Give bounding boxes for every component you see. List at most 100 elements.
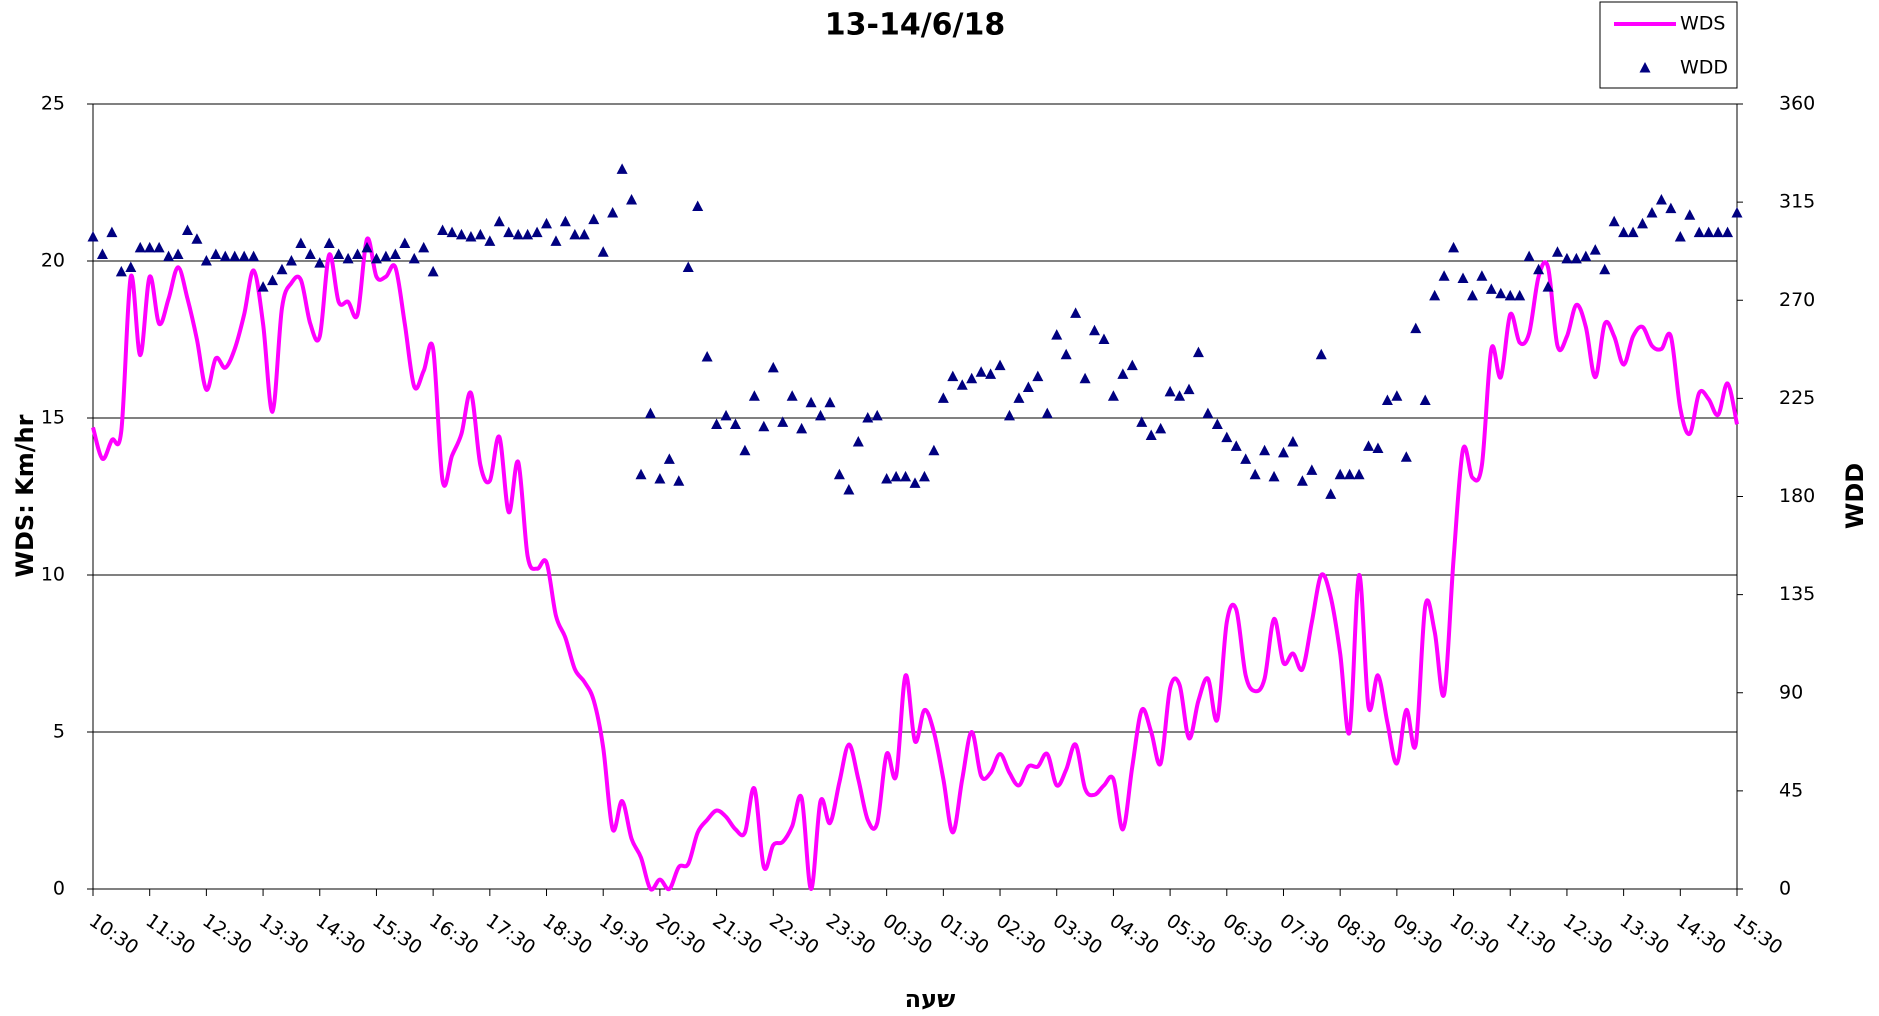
wdd-marker [1419, 394, 1431, 406]
wdd-marker [947, 370, 959, 382]
wdd-marker [1438, 270, 1450, 281]
wdd-marker [115, 265, 127, 277]
wdd-marker [408, 252, 420, 264]
x-tick-label: 06:30 [1219, 910, 1276, 959]
wdd-marker [380, 250, 392, 262]
wdd-marker [512, 228, 524, 240]
wdd-marker [767, 361, 779, 373]
wdd-marker [1523, 250, 1535, 262]
wdd-marker [1145, 429, 1157, 440]
wdd-marker [503, 226, 515, 238]
y-tick-label: 5 [53, 721, 65, 743]
wdd-marker [541, 217, 553, 229]
wdd-marker [843, 483, 855, 495]
wdd-marker [796, 422, 808, 434]
wdd-marker [1221, 431, 1233, 443]
wdd-marker [437, 224, 449, 235]
wdd-marker [1287, 435, 1299, 447]
wdd-marker [1391, 390, 1403, 401]
wdd-marker [1570, 252, 1582, 264]
wdd-marker [361, 241, 373, 253]
wdd-marker [550, 235, 562, 246]
wdd-marker [1211, 418, 1223, 430]
y2-tick-label: 90 [1779, 681, 1803, 703]
x-tick-label: 16:30 [425, 910, 482, 959]
wdd-marker [304, 248, 316, 259]
y-tick-label: 25 [41, 93, 65, 115]
wdd-marker [1344, 468, 1356, 480]
wdd-marker [559, 215, 571, 227]
wdd-marker [1599, 263, 1611, 275]
legend-swatch [1639, 62, 1651, 73]
wdd-marker [248, 250, 260, 262]
x-tick-label: 18:30 [538, 910, 595, 959]
wdd-marker [1533, 263, 1545, 275]
x-tick-label: 07:30 [1275, 910, 1332, 959]
x-tick-label: 09:30 [1389, 910, 1446, 959]
wdd-marker [909, 477, 921, 488]
wdd-marker [163, 250, 175, 262]
wdd-marker [900, 470, 912, 482]
wdd-marker [673, 475, 685, 486]
wdd-marker [966, 372, 978, 384]
wdd-marker [852, 435, 864, 447]
y2-tick-label: 45 [1779, 779, 1803, 801]
x-tick-label: 14:30 [312, 910, 369, 959]
wdd-marker [1665, 202, 1677, 214]
wdd-marker [777, 416, 789, 427]
wdd-marker [1684, 209, 1696, 220]
wdd-marker [928, 444, 940, 456]
wdd-marker [626, 193, 638, 205]
wdd-marker [1637, 217, 1649, 229]
wdd-marker [370, 252, 382, 264]
wdd-marker [1485, 283, 1497, 294]
wdd-marker [1655, 193, 1667, 205]
wdd-marker [285, 255, 297, 266]
wdd-marker [200, 255, 212, 266]
wdd-marker [654, 473, 666, 484]
wdd-marker [1476, 270, 1488, 281]
wdd-marker [229, 250, 241, 262]
wdd-marker [758, 420, 770, 432]
wdd-marker [890, 470, 902, 482]
wds-line [91, 236, 1739, 892]
wdd-marker [1381, 394, 1393, 406]
wdd-marker [1693, 226, 1705, 238]
x-tick-label: 11:30 [142, 910, 199, 959]
wdd-marker [748, 390, 760, 401]
wdd-marker [1372, 442, 1384, 454]
wdd-marker [1277, 446, 1289, 458]
x-tick-label: 08:30 [1332, 910, 1389, 959]
wdd-marker [134, 241, 146, 253]
x-tick-label: 14:30 [1672, 910, 1729, 959]
wdd-marker [238, 250, 250, 262]
y-tick-label: 20 [41, 250, 65, 272]
wdd-marker [1230, 440, 1242, 451]
wdd-marker [815, 409, 827, 421]
wdd-marker [1551, 246, 1563, 257]
wdd-marker [144, 241, 156, 253]
y2-tick-label: 360 [1779, 93, 1815, 115]
x-tick-label: 00:30 [879, 910, 936, 959]
wdd-marker [616, 163, 628, 174]
x-axis-title: שעה [905, 985, 956, 1013]
wdd-marker [937, 392, 949, 403]
wdd-marker [474, 228, 486, 240]
x-tick-label: 11:30 [1502, 910, 1559, 959]
wdd-marker [1608, 215, 1620, 227]
wdd-marker [1580, 250, 1592, 262]
y2-tick-label: 180 [1779, 485, 1815, 507]
wdd-marker [1164, 385, 1176, 397]
wdd-marker [711, 418, 723, 430]
wdd-marker [786, 390, 798, 401]
y-tick-label: 15 [41, 407, 65, 429]
wdd-marker [446, 226, 458, 238]
wdd-marker [682, 261, 694, 273]
x-tick-label: 13:30 [255, 910, 312, 959]
x-tick-label: 23:30 [822, 910, 879, 959]
wdd-marker [701, 350, 713, 362]
wdd-marker [956, 379, 968, 390]
wdd-marker [276, 263, 288, 275]
x-tick-label: 20:30 [652, 910, 709, 959]
wdd-marker [1448, 241, 1460, 253]
